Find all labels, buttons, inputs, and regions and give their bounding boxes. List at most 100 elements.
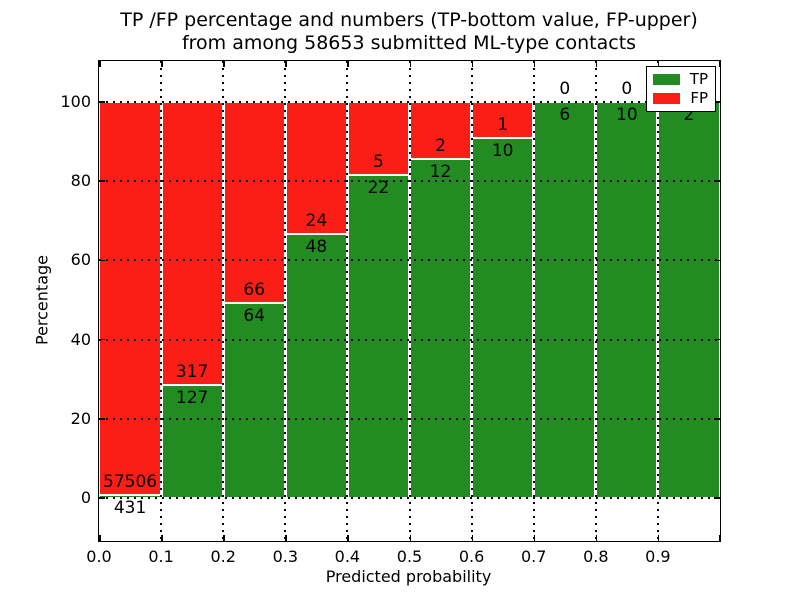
bar-label-tp: 64 <box>243 306 266 327</box>
bar-label-tp: 10 <box>616 105 638 125</box>
bar-label-fp: 57506 <box>103 472 158 493</box>
bar-label-fp: 1 <box>497 114 509 135</box>
x-tick-label: 0.7 <box>520 547 547 566</box>
y-tick-mark <box>99 180 105 182</box>
y-tick-label: 0 <box>80 488 91 507</box>
y-tick-mark <box>714 259 720 262</box>
bar-label-tp: 48 <box>305 236 328 257</box>
chart-title-line2: from among 58653 submitted ML-type conta… <box>181 32 637 54</box>
y-tick-label: 60 <box>70 250 91 270</box>
gridline-horizontal <box>99 180 720 183</box>
x-tick-mark <box>285 535 287 541</box>
legend-entry-tp: TP <box>647 69 715 88</box>
plot-area: 575064313171276664244852221211006010020.… <box>60 60 721 566</box>
bar-label-fp: 24 <box>305 210 328 231</box>
y-tick-label: 80 <box>70 171 91 191</box>
chart-title: TP /FP percentage and numbers (TP-bottom… <box>98 9 720 55</box>
gridline-vertical <box>408 61 411 541</box>
bar-segment-tp <box>347 175 410 498</box>
x-tick-label: 0.8 <box>583 547 609 566</box>
x-tick-mark <box>99 61 101 67</box>
legend: TP FP <box>646 66 716 112</box>
y-tick-label: 100 <box>60 92 91 111</box>
bar-segment-fp <box>285 102 348 234</box>
x-tick-mark <box>223 535 225 541</box>
y-tick-label: 20 <box>70 408 91 428</box>
y-tick-mark <box>99 101 105 103</box>
bar-segment-fp <box>409 102 472 159</box>
y-tick-label: 40 <box>70 329 91 349</box>
gridline-vertical <box>656 61 659 541</box>
legend-label-tp: TP <box>689 69 708 88</box>
x-tick-label: 0.1 <box>148 547 174 566</box>
bar-segment-tp <box>533 102 596 498</box>
gridline-vertical <box>160 61 163 541</box>
x-tick-mark <box>409 61 411 67</box>
y-tick-mark <box>99 259 105 262</box>
bar-label-tp: 12 <box>429 161 452 182</box>
x-tick-mark <box>223 61 225 67</box>
bar-label-fp: 0 <box>559 79 571 99</box>
gridline-vertical <box>594 61 597 541</box>
x-tick-mark <box>409 535 411 541</box>
bar-label-tp: 2 <box>683 105 695 125</box>
x-tick-mark <box>595 535 598 541</box>
y-tick-mark <box>714 101 720 103</box>
gridline-vertical <box>346 61 349 541</box>
x-tick-mark <box>285 61 287 67</box>
bar-segment-tp <box>657 102 720 498</box>
x-tick-label: 0.9 <box>645 547 671 566</box>
x-tick-label: 0.6 <box>458 547 485 566</box>
y-tick-mark <box>714 180 720 182</box>
y-tick-mark <box>714 338 720 341</box>
x-tick-mark <box>161 61 163 67</box>
y-tick-mark <box>99 418 105 420</box>
bar-label-fp: 5 <box>373 152 384 173</box>
x-tick-mark <box>533 61 536 67</box>
gridline-horizontal <box>99 417 720 420</box>
gridline-horizontal <box>99 497 720 499</box>
x-tick-mark <box>718 535 720 541</box>
gridline-vertical <box>532 61 535 541</box>
x-tick-mark <box>718 61 720 67</box>
y-tick-mark <box>714 418 720 420</box>
bar-label-fp: 66 <box>243 280 266 301</box>
y-tick-mark <box>99 497 105 499</box>
bar-segment-tp <box>285 233 348 498</box>
legend-label-fp: FP <box>690 89 708 108</box>
bar-segment-fp <box>223 102 286 304</box>
bar-segment-tp <box>99 495 162 498</box>
x-tick-mark <box>471 61 474 67</box>
bar-segment-tp <box>471 137 534 498</box>
chart-title-line1: TP /FP percentage and numbers (TP-bottom… <box>120 9 698 31</box>
x-tick-mark <box>99 535 101 541</box>
bar-segment-tp <box>595 102 658 498</box>
bar-segment-tp <box>409 158 472 498</box>
bar-label-tp: 22 <box>367 178 390 199</box>
bar-label-fp: 0 <box>621 79 633 99</box>
bar-segment-fp <box>347 102 410 176</box>
x-tick-label: 0.3 <box>272 547 299 566</box>
x-tick-mark <box>347 61 349 67</box>
gridline-horizontal <box>99 259 720 262</box>
x-tick-mark <box>595 61 598 67</box>
legend-swatch-fp-icon <box>653 93 680 105</box>
x-tick-mark <box>347 535 349 541</box>
gridline-horizontal <box>99 101 720 103</box>
bar-label-tp: 10 <box>491 140 514 161</box>
y-tick-mark <box>99 338 105 341</box>
bar-label-fp: 2 <box>435 135 446 156</box>
bar-segment-tp <box>223 303 286 498</box>
legend-swatch-tp-icon <box>653 73 680 85</box>
bar-segment-fp <box>99 102 162 496</box>
x-tick-label: 0.2 <box>210 547 236 566</box>
x-tick-mark <box>657 61 660 67</box>
y-tick-mark <box>714 497 720 499</box>
gridline-vertical <box>222 61 225 541</box>
gridline-vertical <box>470 61 473 541</box>
x-tick-mark <box>657 535 660 541</box>
x-tick-mark <box>471 535 474 541</box>
x-tick-mark <box>533 535 536 541</box>
bar-segment-fp <box>471 102 534 138</box>
